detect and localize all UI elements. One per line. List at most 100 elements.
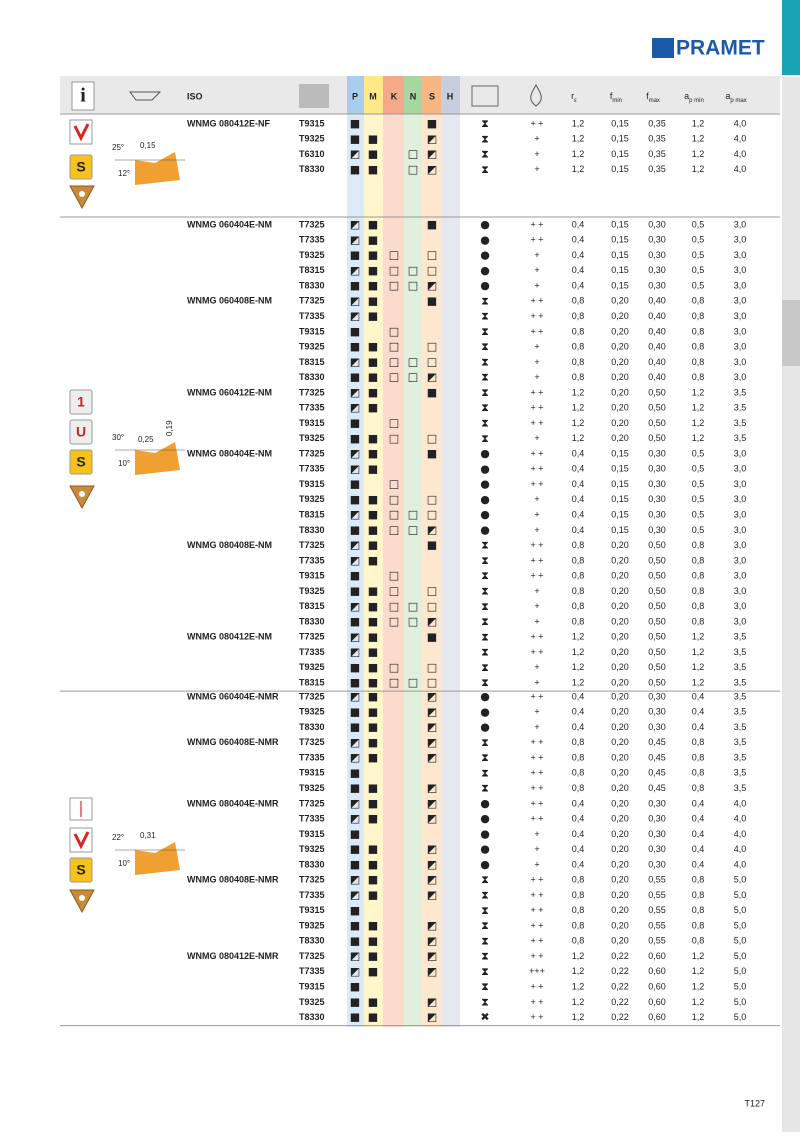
cutting-value: 0,8	[692, 890, 705, 900]
grade-symbol: □	[389, 355, 399, 368]
chipbreaker: ⧗	[481, 615, 489, 628]
grade: T9315	[299, 118, 325, 128]
cutting-value: 3,0	[734, 280, 747, 290]
chipbreaker: ⧗	[481, 310, 489, 323]
cutting-value: 0,15	[611, 479, 629, 489]
grade-symbol: ◩	[350, 462, 360, 475]
cutting-value: 0,15	[611, 448, 629, 458]
logo-mark	[652, 38, 674, 58]
grade: T8315	[299, 601, 325, 611]
cutting-value: 0,8	[572, 555, 585, 565]
cutting-value: 3,5	[734, 418, 747, 428]
grade-symbol: ■	[368, 889, 378, 902]
cutting-value: 3,5	[734, 677, 747, 687]
cutting-value: 0,35	[648, 118, 666, 128]
cutting-value: 0,15	[611, 280, 629, 290]
cutting-value: 0,35	[648, 164, 666, 174]
cutting-value: 0,4	[692, 691, 705, 701]
cutting-value: 0,4	[692, 844, 705, 854]
cutting-value: 0,30	[648, 250, 666, 260]
cutting-value: 0,8	[692, 296, 705, 306]
cutting-value: 1,2	[572, 149, 585, 159]
grade-symbol: ■	[350, 995, 360, 1008]
stability: + +	[530, 219, 543, 229]
cutting-value: 0,40	[648, 296, 666, 306]
cutting-value: 0,8	[692, 875, 705, 885]
grade-symbol: ■	[368, 432, 378, 445]
chipbreaker: ●	[480, 690, 490, 703]
cutting-value: 1,2	[572, 982, 585, 992]
cutting-value: 0,8	[572, 372, 585, 382]
cutting-value: 4,0	[734, 134, 747, 144]
grade-symbol: ■	[368, 858, 378, 871]
grade: T7325	[299, 296, 325, 306]
profile	[135, 842, 180, 875]
cutting-value: 0,4	[692, 707, 705, 717]
cutting-value: 0,20	[611, 372, 629, 382]
stability: + +	[530, 464, 543, 474]
column-header: rε	[571, 91, 577, 103]
grade-symbol: ◩	[427, 858, 437, 871]
grade-symbol: ■	[368, 690, 378, 703]
badge-label: U	[76, 424, 86, 440]
grade-symbol: □	[389, 508, 399, 521]
cutting-value: 0,4	[572, 219, 585, 229]
grade-symbol: ■	[368, 646, 378, 659]
cutting-value: 0,20	[611, 647, 629, 657]
grade: T9315	[299, 418, 325, 428]
cutting-value: 0,50	[648, 387, 666, 397]
grade: T9315	[299, 982, 325, 992]
grade-symbol: ■	[350, 843, 360, 856]
cutting-value: 0,8	[692, 357, 705, 367]
cutting-value: 3,0	[734, 616, 747, 626]
grade: T8330	[299, 164, 325, 174]
chipbreaker: ⧗	[481, 676, 489, 689]
cutting-value: 3,5	[734, 722, 747, 732]
badge	[69, 419, 93, 445]
grade-symbol: ■	[368, 249, 378, 262]
stability: +	[534, 134, 539, 144]
grade-symbol: □	[408, 523, 418, 536]
column-main: f	[646, 91, 649, 101]
cutting-value: 0,50	[648, 616, 666, 626]
cutting-value: 0,8	[572, 357, 585, 367]
chipbreaker: ●	[480, 721, 490, 734]
badge-label: S	[76, 159, 85, 175]
cutting-value: 3,0	[734, 525, 747, 535]
grade-symbol: ◩	[350, 447, 360, 460]
chipbreaker: ⧗	[481, 873, 489, 886]
cutting-value: 0,20	[611, 418, 629, 428]
cutting-value: 0,4	[572, 691, 585, 701]
cutting-value: 0,5	[692, 265, 705, 275]
iso-code: WNMG 060408E-NM	[187, 296, 272, 306]
grade-symbol: ■	[350, 117, 360, 130]
iso-code: WNMG 060412E-NM	[187, 387, 272, 397]
cutting-value: 0,20	[611, 571, 629, 581]
cutting-value: 0,8	[692, 920, 705, 930]
cutting-value: 0,15	[611, 525, 629, 535]
cutting-value: 0,45	[648, 737, 666, 747]
chipbreaker: ⧗	[481, 782, 489, 795]
grade: T7325	[299, 798, 325, 808]
chipbreaker: ⧗	[481, 766, 489, 779]
grade: T7335	[299, 235, 325, 245]
grade-symbol: ■	[350, 919, 360, 932]
cutting-value: 5,0	[734, 966, 747, 976]
cutting-value: 0,20	[611, 783, 629, 793]
grade-symbol: □	[427, 676, 437, 689]
cutting-value: 0,5	[692, 494, 705, 504]
cutting-value: 0,4	[572, 722, 585, 732]
grade-symbol: ■	[350, 417, 360, 430]
cutting-value: 1,2	[692, 403, 705, 413]
cutting-value: 0,20	[611, 632, 629, 642]
iso-code: WNMG 080412E-NM	[187, 632, 272, 642]
stability: + +	[530, 118, 543, 128]
stability: +	[534, 586, 539, 596]
cutting-value: 3,0	[734, 464, 747, 474]
chipbreaker: ●	[480, 523, 490, 536]
chipbreaker: ⧗	[481, 980, 489, 993]
chipbreaker: ⧗	[481, 646, 489, 659]
stability: + +	[530, 814, 543, 824]
cutting-value: 0,50	[648, 662, 666, 672]
grade: T8315	[299, 677, 325, 687]
